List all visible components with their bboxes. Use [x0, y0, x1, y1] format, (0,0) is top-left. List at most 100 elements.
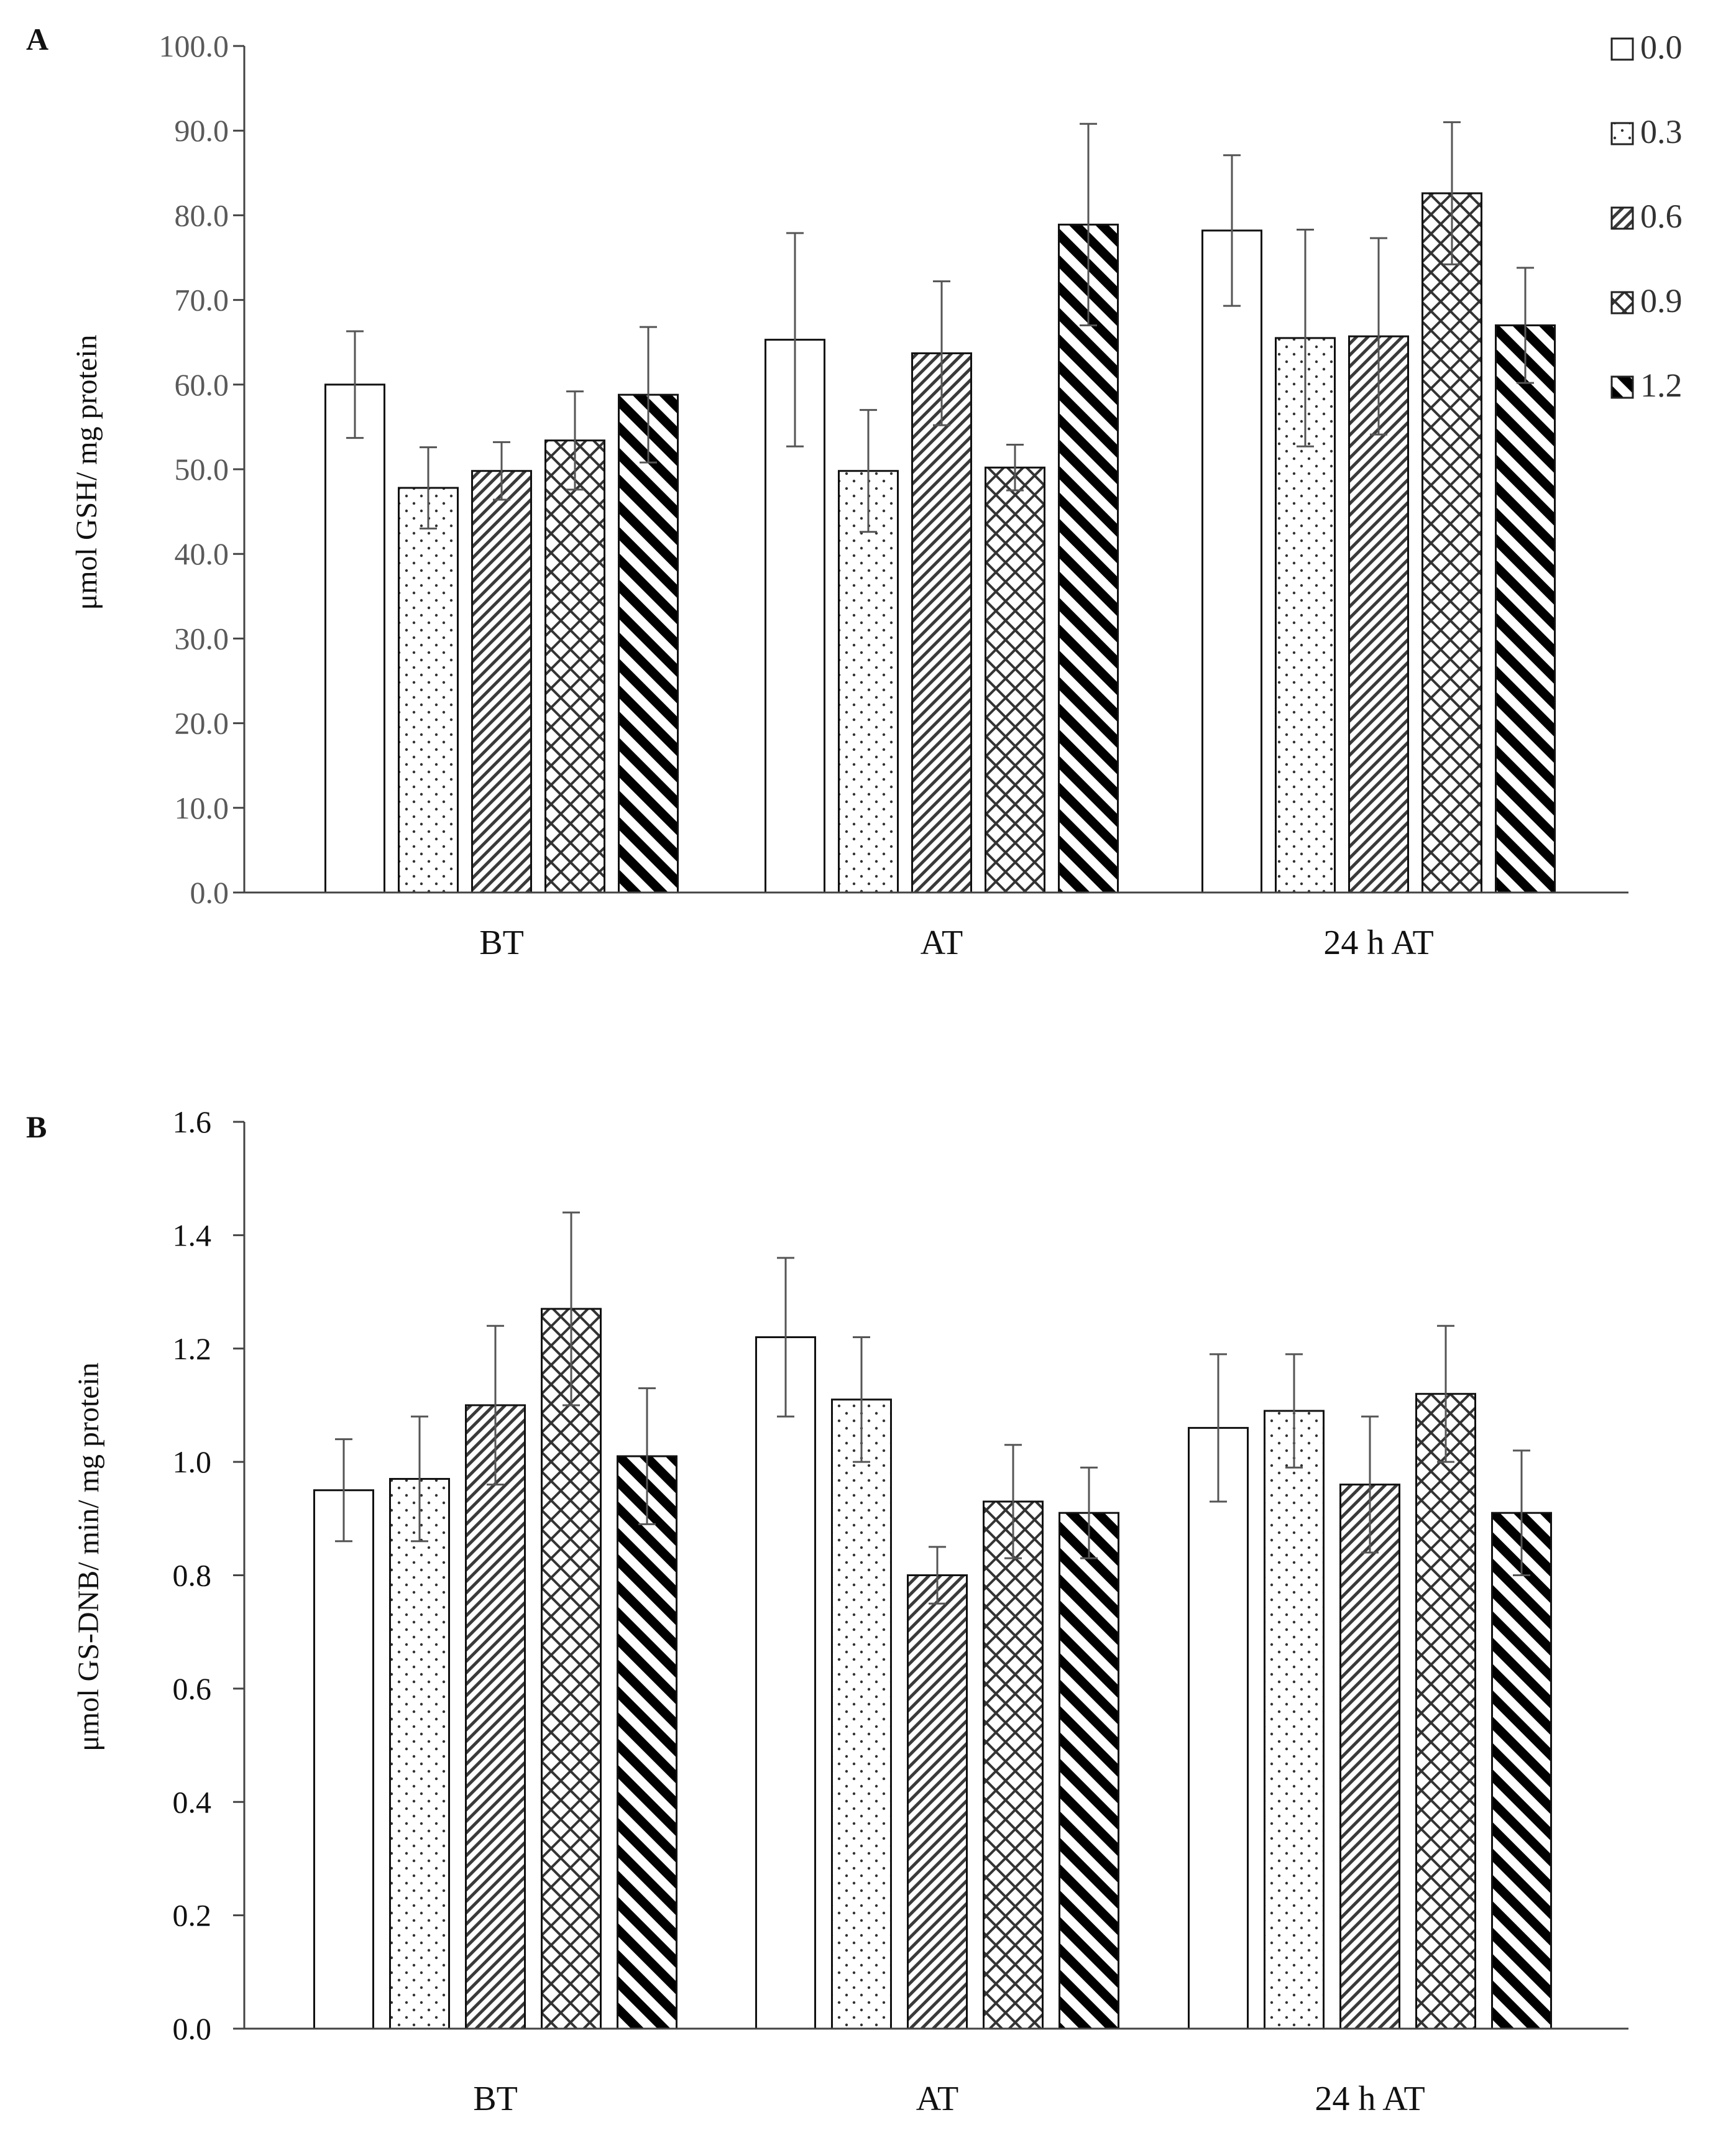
y-tick-label: 20.0 [175, 706, 229, 741]
x-axis-ticks: BT AT 24 h AT [473, 2080, 1425, 2118]
error-bar [1443, 121, 1461, 265]
error-bar [860, 409, 877, 533]
legend-item: 0.9 [1610, 282, 1683, 319]
bar [911, 352, 972, 894]
y-tick-label: 50.0 [175, 452, 229, 487]
bar [1415, 1393, 1476, 2030]
legend-swatch [1610, 37, 1634, 61]
bar [1188, 1426, 1249, 2030]
bar-group [324, 192, 1556, 894]
x-axis-ticks: BT AT 24 h AT [479, 924, 1433, 962]
bar [324, 383, 385, 894]
y-axis-label: μmol GS-DNB/ min/ mg protein [72, 1362, 105, 1751]
legend-swatch [1610, 122, 1634, 145]
y-tick-label: 10.0 [175, 791, 229, 825]
bar [1201, 229, 1262, 894]
y-tick-label: 0.0 [173, 2011, 212, 2046]
bar [465, 1404, 526, 2030]
error-bar [777, 1257, 794, 1418]
legend-label: 0.9 [1640, 282, 1683, 319]
legend-item: 1.2 [1610, 367, 1683, 404]
y-tick-label: 1.0 [173, 1444, 212, 1479]
y-tick-label: 70.0 [175, 283, 229, 318]
error-bar [1513, 1449, 1530, 1576]
chart-panel-a: A μmol GSH/ mg protein 0.0 10.0 20.0 30.0 40… [26, 22, 1628, 962]
bar [617, 1455, 677, 2030]
legend-label: 0.6 [1640, 198, 1683, 235]
error-bar [1297, 229, 1314, 447]
x-tick-label: AT [916, 2080, 958, 2118]
y-tick-label: 0.8 [173, 1558, 212, 1593]
error-bar [1080, 1466, 1098, 1559]
error-bar [786, 232, 804, 447]
bar [541, 1308, 602, 2030]
bar [1495, 324, 1556, 894]
bar [831, 1398, 892, 2030]
y-tick-label: 0.2 [173, 1898, 212, 1933]
y-axis-label: μmol GSH/ mg protein [70, 334, 103, 610]
bar [1421, 192, 1482, 894]
x-tick-label: 24 h AT [1315, 2080, 1425, 2118]
error-bar [487, 1324, 504, 1486]
bar [471, 470, 532, 894]
bar [1491, 1512, 1552, 2030]
bar [1339, 1484, 1400, 2030]
bar [983, 1500, 1044, 2030]
bar [907, 1574, 968, 2030]
error-bar [493, 441, 510, 501]
y-tick-label: 0.6 [173, 1671, 212, 1706]
y-tick-label: 1.2 [173, 1331, 212, 1366]
error-bar [933, 280, 950, 426]
error-bar [411, 1415, 428, 1543]
y-tick-label: 80.0 [175, 198, 229, 232]
x-tick-label: 24 h AT [1323, 924, 1433, 962]
y-tick-label: 1.4 [173, 1218, 212, 1252]
x-tick-label: AT [921, 924, 963, 962]
error-bar [1370, 237, 1387, 436]
y-tick-label: 100.0 [159, 29, 229, 63]
bar [1264, 1410, 1325, 2030]
error-bar-group [335, 1211, 1530, 1605]
legend-swatch [1610, 375, 1634, 399]
x-tick-label: BT [473, 2080, 518, 2118]
legend-label: 0.3 [1640, 113, 1683, 150]
error-bar [1006, 444, 1024, 492]
y-axis-ticks: 0.0 10.0 20.0 30.0 40.0 50.0 60.0 70.0 80.0 90.0 1… [159, 29, 244, 910]
bar [313, 1489, 374, 2030]
bar [389, 1477, 450, 2030]
legend-label: 0.0 [1640, 29, 1683, 66]
legend-item: 0.3 [1610, 113, 1683, 150]
y-tick-label: 60.0 [175, 367, 229, 402]
error-bar [1361, 1415, 1379, 1554]
bar [985, 466, 1045, 894]
error-bar [563, 1211, 580, 1406]
y-tick-label: 30.0 [175, 621, 229, 656]
y-axis-ticks: 0.0 0.2 0.4 0.6 0.8 1.0 1.2 1.4 1.6 [173, 1104, 244, 2046]
error-bar-group [346, 121, 1534, 533]
error-bar [566, 390, 584, 491]
error-bar [1210, 1353, 1227, 1503]
y-tick-label: 40.0 [175, 536, 229, 571]
error-bar [1517, 267, 1534, 384]
error-bar [1080, 122, 1097, 326]
bar [1058, 223, 1119, 894]
legend-swatch [1610, 206, 1634, 230]
chart-panel-b: B μmol GS-DNB/ min/ mg protein 0.0 0.2 0.4… [26, 1104, 1628, 2118]
error-bar [1223, 154, 1241, 307]
error-bar [1004, 1444, 1022, 1559]
bar [1059, 1512, 1119, 2030]
error-bar [335, 1438, 352, 1543]
error-bar [638, 1387, 656, 1525]
error-bar [929, 1546, 946, 1605]
error-bar [853, 1336, 870, 1463]
panel-label: A [26, 22, 48, 57]
bar [398, 487, 459, 894]
x-tick-label: BT [479, 924, 524, 962]
legend-label: 1.2 [1640, 367, 1683, 404]
y-tick-label: 1.6 [173, 1104, 212, 1139]
bar-group [313, 1308, 1552, 2030]
bar [755, 1336, 816, 2030]
y-tick-label: 0.4 [173, 1784, 212, 1819]
error-bar [640, 326, 657, 464]
